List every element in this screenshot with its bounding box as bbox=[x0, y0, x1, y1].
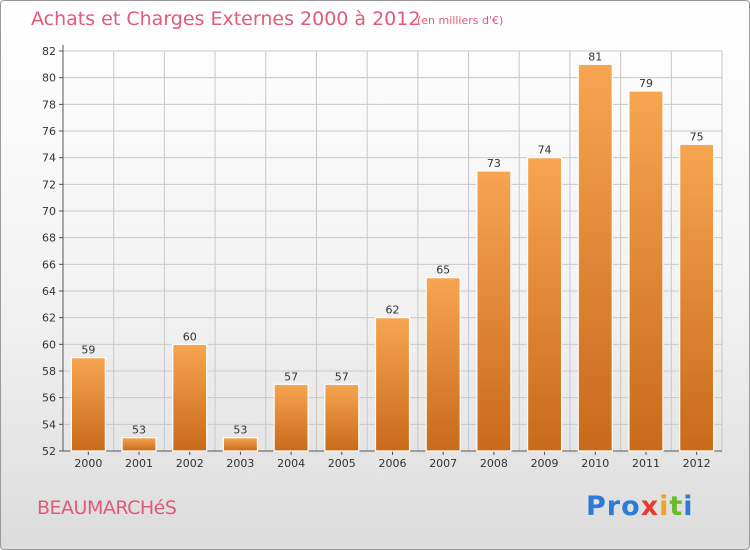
logo-letter: o bbox=[621, 491, 641, 522]
data-label: 81 bbox=[588, 50, 602, 63]
x-tick-label: 2003 bbox=[226, 457, 254, 470]
chart-unit: (en milliers d'€) bbox=[417, 14, 504, 27]
bar-2009 bbox=[526, 157, 563, 452]
city-name: BEAUMARCHéS bbox=[37, 497, 177, 519]
y-tick-label: 68 bbox=[42, 232, 56, 245]
y-tick-label: 70 bbox=[42, 205, 56, 218]
bar-2010 bbox=[577, 63, 613, 452]
x-tick-label: 2005 bbox=[328, 457, 356, 470]
y-tick-label: 80 bbox=[42, 72, 56, 85]
x-tick-label: 2001 bbox=[125, 457, 153, 470]
x-tick-label: 2009 bbox=[531, 457, 559, 470]
proxiti-logo: Proxiti bbox=[586, 491, 694, 522]
data-label: 65 bbox=[436, 264, 450, 277]
x-tick-label: 2010 bbox=[581, 457, 609, 470]
bar-2011 bbox=[628, 90, 664, 452]
logo-letter: t bbox=[669, 491, 684, 522]
y-tick-label: 66 bbox=[42, 258, 56, 271]
logo-letter: i bbox=[683, 491, 694, 522]
y-tick-label: 78 bbox=[42, 98, 56, 111]
label-layer: 59 53 60 53 57 57 62 65 73 74 81 79 75 bbox=[81, 50, 703, 436]
bar-2005 bbox=[324, 383, 360, 452]
logo-letter: i bbox=[659, 491, 670, 522]
data-label: 53 bbox=[132, 424, 146, 437]
data-label: 74 bbox=[538, 144, 552, 157]
chart-title: Achats et Charges Externes 2000 à 2012 bbox=[31, 8, 421, 30]
bar-2006 bbox=[374, 317, 411, 452]
data-label: 57 bbox=[284, 370, 298, 383]
x-tick-label: 2004 bbox=[277, 457, 305, 470]
y-tick-label: 74 bbox=[42, 152, 56, 165]
logo-letter: P bbox=[586, 491, 607, 522]
x-tick-label: 2012 bbox=[683, 457, 711, 470]
bar-2012 bbox=[679, 143, 715, 452]
bar-2004 bbox=[273, 383, 309, 452]
data-label: 75 bbox=[690, 130, 704, 143]
x-tick-label: 2006 bbox=[379, 457, 407, 470]
bar-2002 bbox=[172, 343, 208, 452]
y-tick-label: 56 bbox=[42, 392, 56, 405]
x-tick-label: 2000 bbox=[74, 457, 102, 470]
data-label: 59 bbox=[81, 344, 95, 357]
x-tick-label: 2002 bbox=[176, 457, 204, 470]
data-label: 53 bbox=[233, 424, 247, 437]
bar-2003 bbox=[222, 437, 259, 452]
y-tick-label: 82 bbox=[42, 45, 56, 58]
bar-layer bbox=[70, 63, 715, 452]
logo-letter: r bbox=[606, 491, 622, 522]
y-tick-label: 58 bbox=[42, 365, 56, 378]
y-tick-label: 72 bbox=[42, 178, 56, 191]
logo-letter: x bbox=[640, 491, 660, 522]
x-tick-label: 2008 bbox=[480, 457, 508, 470]
bar-2008 bbox=[476, 170, 512, 452]
y-tick-label: 76 bbox=[42, 125, 56, 138]
data-label: 57 bbox=[335, 370, 349, 383]
x-tick-label: 2007 bbox=[429, 457, 457, 470]
y-tick-label: 60 bbox=[42, 338, 56, 351]
y-tick-label: 54 bbox=[42, 418, 56, 431]
data-label: 73 bbox=[487, 157, 501, 170]
y-tick-label: 64 bbox=[42, 285, 56, 298]
y-tick-label: 52 bbox=[42, 445, 56, 458]
data-label: 79 bbox=[639, 77, 653, 90]
data-label: 62 bbox=[386, 304, 400, 317]
bar-2001 bbox=[121, 437, 157, 452]
bar-2007 bbox=[425, 277, 461, 452]
bar-2000 bbox=[70, 357, 106, 452]
x-tick-label: 2011 bbox=[632, 457, 660, 470]
y-tick-label: 62 bbox=[42, 312, 56, 325]
data-label: 60 bbox=[183, 330, 197, 343]
